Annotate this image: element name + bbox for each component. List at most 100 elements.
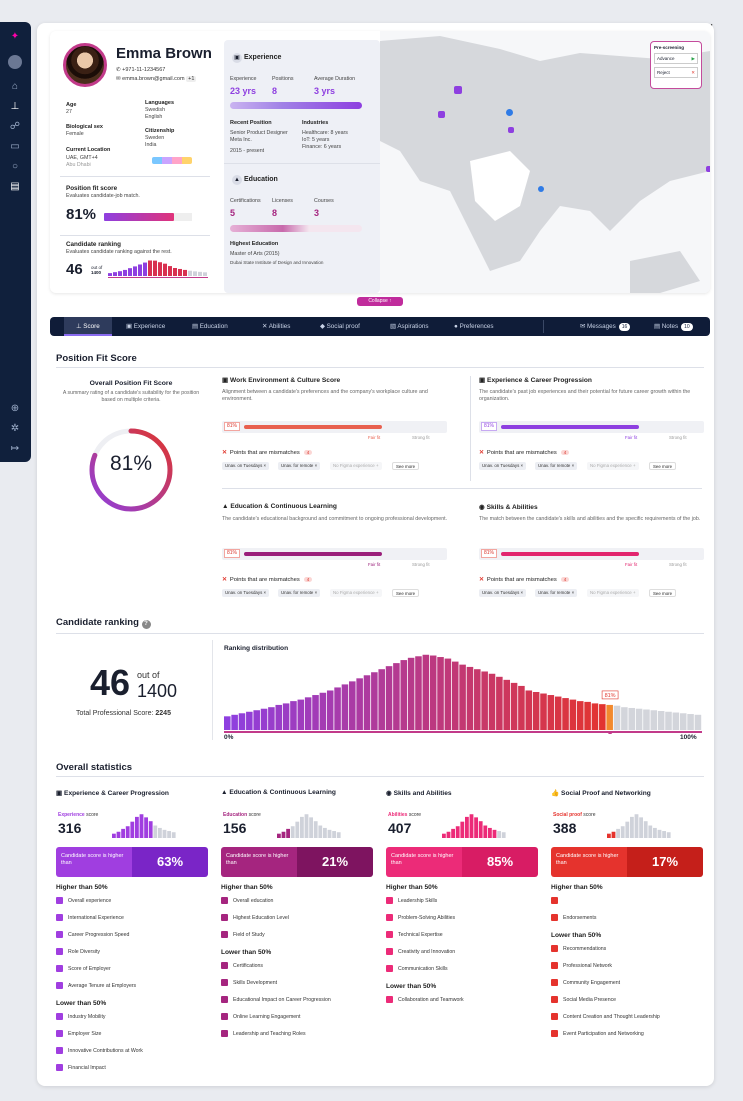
mini-bar bbox=[313, 821, 318, 838]
chart-icon bbox=[56, 931, 63, 939]
distribution-bar bbox=[341, 684, 349, 730]
advance-button[interactable]: Advance ▶ bbox=[654, 53, 698, 64]
age-value: 27 bbox=[66, 109, 72, 115]
notes-button[interactable]: ▤ Notes 10 bbox=[654, 317, 693, 336]
world-map[interactable] bbox=[380, 31, 710, 293]
chart-icon bbox=[221, 897, 228, 905]
mismatch-chip[interactable]: Unav. for remote × bbox=[535, 462, 578, 470]
mismatch-chip[interactable]: Unav. for remote × bbox=[278, 589, 321, 597]
degree: Master of Arts (2015) bbox=[230, 251, 280, 257]
mini-rank-bar bbox=[133, 266, 137, 276]
language-1: Swedish bbox=[145, 107, 166, 113]
tab-abilities[interactable]: ✕ Abilities bbox=[262, 323, 291, 330]
social-badges[interactable] bbox=[152, 157, 192, 164]
mismatch-chip[interactable]: Unav. on Tuesdays × bbox=[479, 462, 527, 470]
stat-item: Financial Impact bbox=[56, 1064, 106, 1073]
mini-bar bbox=[442, 833, 446, 838]
mismatch-chip[interactable]: Unav. for remote × bbox=[278, 462, 321, 470]
globe-icon[interactable]: ⊕ bbox=[10, 403, 20, 414]
email-more-badge[interactable]: +1 bbox=[186, 76, 197, 82]
stat-item: Collaboration and Teamwork bbox=[386, 996, 464, 1005]
stat-item: Endorsements bbox=[551, 914, 596, 923]
mini-bar bbox=[290, 826, 295, 838]
map-marker-office[interactable] bbox=[706, 166, 710, 172]
fit-card-bar-fill bbox=[244, 425, 382, 429]
higher-than-label: Candidate score is higher than bbox=[386, 847, 462, 877]
distribution-bar bbox=[650, 710, 658, 730]
document-icon[interactable]: ▤ bbox=[10, 181, 20, 192]
org-chart-icon[interactable]: ⊥ bbox=[10, 101, 20, 112]
ranking-outof: out of 1400 bbox=[91, 265, 102, 275]
chart-icon bbox=[221, 1013, 228, 1021]
fit-card-title: ▣ Work Environment & Culture Score bbox=[222, 377, 341, 384]
map-marker-office[interactable] bbox=[438, 111, 445, 118]
see-more-button[interactable]: See more bbox=[392, 462, 420, 470]
ranking-total: 1400 bbox=[91, 270, 102, 275]
distribution-bar bbox=[371, 672, 378, 730]
stat-item-label: Skills Development bbox=[233, 980, 278, 986]
mismatch-chip[interactable]: Unav. on Tuesdays × bbox=[479, 589, 527, 597]
higher-than-pct: 21% bbox=[297, 847, 373, 877]
distribution-bar bbox=[231, 714, 238, 730]
mismatch-chip[interactable]: Unav. on Tuesdays × bbox=[222, 462, 270, 470]
see-more-button[interactable]: See more bbox=[392, 589, 420, 597]
settings-icon[interactable]: ✲ bbox=[10, 423, 20, 434]
mismatch-header: ✕ Points that are mismatches 4 bbox=[479, 450, 570, 456]
messages-button[interactable]: ✉ Messages 16 bbox=[580, 317, 631, 336]
score-value: 407 bbox=[388, 820, 412, 836]
suggestion-chip[interactable]: No Figma experience + bbox=[587, 589, 639, 597]
tab-divider bbox=[543, 320, 544, 333]
edu-k1: Certifications bbox=[230, 198, 261, 204]
distribution-bar bbox=[459, 664, 466, 730]
chart-icon bbox=[221, 962, 228, 970]
recent-role: Senior Product Designer bbox=[230, 130, 288, 136]
mini-bar bbox=[460, 821, 465, 838]
tab-education-label: Education bbox=[199, 323, 228, 330]
tab-social-proof[interactable]: ◆ Social proof bbox=[320, 323, 360, 330]
chart-icon bbox=[221, 931, 228, 939]
distribution-bar bbox=[474, 669, 481, 730]
mini-bar bbox=[121, 828, 125, 838]
divider bbox=[224, 163, 380, 164]
suggestion-chip[interactable]: No Figma experience + bbox=[330, 462, 382, 470]
distribution-bar bbox=[297, 699, 305, 730]
stat-item: Online Learning Engagement bbox=[221, 1013, 301, 1022]
stat-item: Event Participation and Networking bbox=[551, 1030, 644, 1039]
distribution-bar bbox=[363, 675, 371, 730]
fair-fit-label: Fair fit bbox=[368, 562, 381, 567]
map-marker-location[interactable] bbox=[506, 109, 513, 116]
chart-icon bbox=[551, 1013, 558, 1021]
tab-aspirations[interactable]: ▧ Aspirations bbox=[390, 323, 429, 330]
card-icon[interactable]: ▭ bbox=[10, 141, 20, 152]
tab-preferences[interactable]: ● Preferences bbox=[454, 323, 494, 330]
mismatch-chip[interactable]: Unav. on Tuesdays × bbox=[222, 589, 270, 597]
tab-score[interactable]: ⊥ Score bbox=[64, 317, 112, 336]
user-avatar-icon[interactable] bbox=[8, 55, 22, 69]
industry-1: Healthcare: 8 years bbox=[302, 130, 348, 136]
distribution-bar bbox=[518, 685, 525, 730]
info-icon[interactable]: ? bbox=[141, 620, 151, 629]
logout-icon[interactable]: ↦ bbox=[10, 443, 20, 454]
collapse-button[interactable]: Collapse ↑ bbox=[357, 297, 403, 306]
home-icon[interactable]: ⌂ bbox=[11, 81, 19, 92]
people-icon[interactable]: ☍ bbox=[9, 121, 21, 132]
stat-item-label: Highest Education Level bbox=[233, 915, 289, 921]
mini-ranking-chart bbox=[108, 260, 208, 278]
see-more-button[interactable]: See more bbox=[649, 462, 677, 470]
search-icon[interactable]: ○ bbox=[11, 161, 19, 172]
map-marker-office[interactable] bbox=[454, 86, 462, 94]
reject-button[interactable]: Reject ✕ bbox=[654, 67, 698, 78]
stat-item: Professional Network bbox=[551, 962, 612, 971]
tab-education[interactable]: ▤ Education bbox=[192, 323, 228, 330]
mini-bar bbox=[286, 828, 290, 838]
mismatch-chip[interactable]: Unav. for remote × bbox=[535, 589, 578, 597]
location-country: UAE, GMT+4 bbox=[66, 155, 98, 161]
map-marker-current[interactable] bbox=[538, 186, 544, 192]
map-marker-office[interactable] bbox=[508, 127, 514, 133]
suggestion-chip[interactable]: No Figma experience + bbox=[587, 462, 639, 470]
suggestion-chip[interactable]: No Figma experience + bbox=[330, 589, 382, 597]
tab-experience[interactable]: ▣ Experience bbox=[126, 323, 166, 330]
see-more-button[interactable]: See more bbox=[649, 589, 677, 597]
distribution-bar bbox=[621, 707, 628, 730]
position-fit-value: 81% bbox=[66, 206, 97, 223]
